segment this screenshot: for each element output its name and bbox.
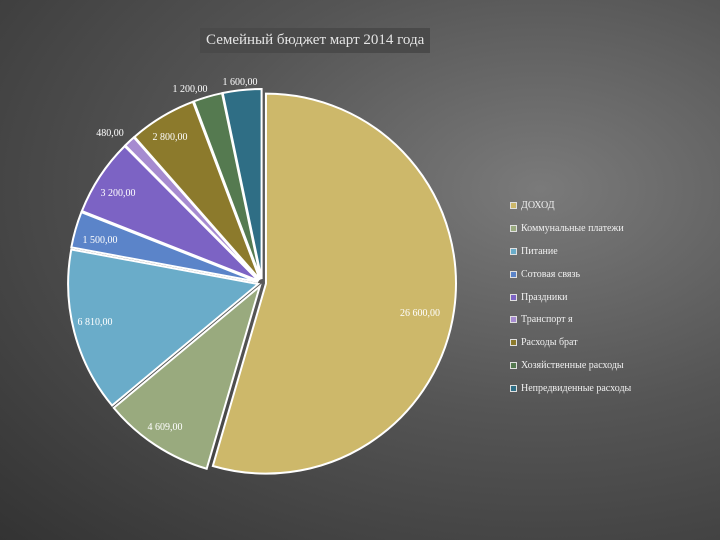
legend-item-3: Питание xyxy=(510,240,631,263)
legend-label: Транспорт я xyxy=(521,314,573,326)
legend-swatch xyxy=(510,247,517,255)
legend-swatch xyxy=(510,362,517,370)
legend-item-5: Праздники xyxy=(510,286,631,309)
data-label-9: 1 600,00 xyxy=(223,77,258,88)
pie-data-labels: 26 600,00 4 609,00 6 810,00 1 500,00 3 200,0… xyxy=(78,77,441,433)
legend-item-1: ДОХОД xyxy=(510,194,631,217)
legend-label: Непредвиденные расходы xyxy=(521,383,632,395)
pie-slice-3 xyxy=(67,248,261,407)
pie-slice-5 xyxy=(80,144,260,282)
data-label-5: 3 200,00 xyxy=(101,188,136,199)
legend-swatch xyxy=(510,201,517,209)
pie-slice-7 xyxy=(133,100,261,281)
legend-label: Расходы брат xyxy=(521,337,578,349)
legend-item-6: Транспорт я xyxy=(510,308,631,331)
pie-slice-2 xyxy=(112,283,262,471)
data-label-4: 1 500,00 xyxy=(83,235,118,246)
data-label-2: 4 609,00 xyxy=(148,422,183,433)
data-label-1: 26 600,00 xyxy=(400,308,440,319)
legend-swatch xyxy=(510,270,517,278)
legend: ДОХОД Коммунальные платежи Питание Сотовая … xyxy=(510,194,631,400)
legend-label: Праздники xyxy=(521,291,568,303)
pie-slices xyxy=(67,88,457,475)
legend-item-7: Расходы брат xyxy=(510,331,631,354)
legend-item-4: Сотовая связь xyxy=(510,263,631,286)
legend-label: Коммунальные платежи xyxy=(521,222,624,234)
legend-item-2: Коммунальные платежи xyxy=(510,217,631,240)
legend-label: ДОХОД xyxy=(521,199,555,211)
legend-label: Хозяйственные расходы xyxy=(521,360,624,372)
legend-item-9: Непредвиденные расходы xyxy=(510,377,631,400)
legend-swatch xyxy=(510,224,517,232)
legend-label: Питание xyxy=(521,245,558,257)
legend-swatch xyxy=(510,316,517,324)
data-label-7: 2 800,00 xyxy=(153,132,188,143)
data-label-8: 1 200,00 xyxy=(173,84,208,95)
pie-slice-1 xyxy=(211,92,457,475)
data-label-3: 6 810,00 xyxy=(78,317,113,328)
legend-swatch xyxy=(510,385,517,393)
legend-label: Сотовая связь xyxy=(521,268,581,280)
chart-title: Семейный бюджет март 2014 года xyxy=(200,28,431,53)
pie-slice-9 xyxy=(221,88,263,280)
legend-item-8: Хозяйственные расходы xyxy=(510,354,631,377)
data-label-6: 480,00 xyxy=(96,128,124,139)
legend-swatch xyxy=(510,339,517,347)
pie-slice-4 xyxy=(70,210,259,283)
legend-swatch xyxy=(510,293,517,301)
